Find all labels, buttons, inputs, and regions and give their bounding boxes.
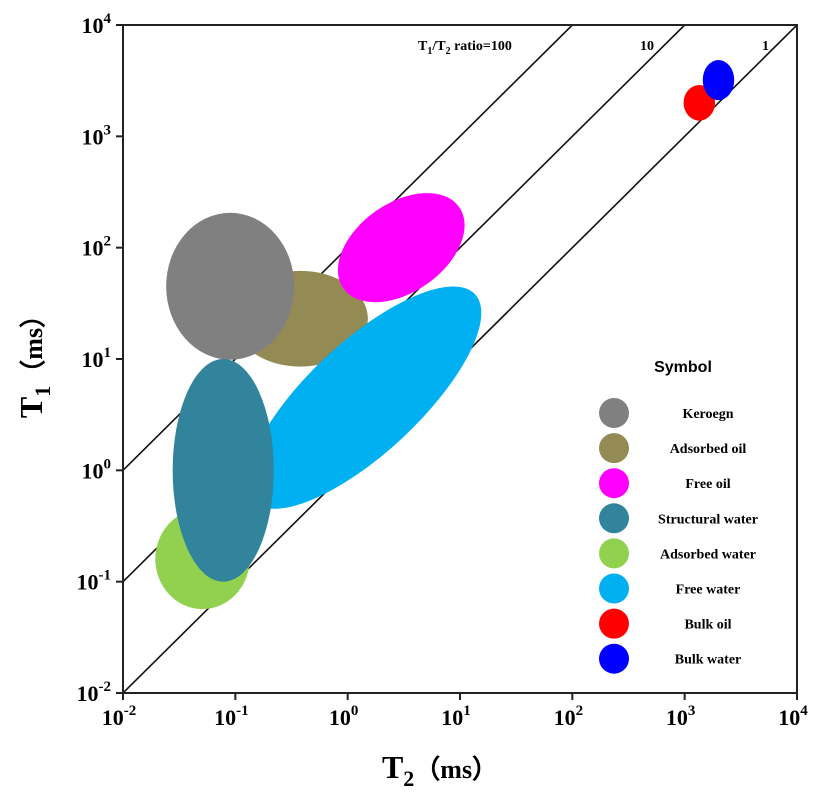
x-tick-label: 10-2	[102, 703, 137, 730]
x-tick-label: 103	[666, 703, 696, 730]
regions	[155, 60, 735, 610]
legend-label: Structural water	[658, 512, 758, 527]
y-tick-label: 104	[82, 11, 112, 38]
legend-label: Keroegn	[682, 407, 733, 422]
axis-ticks: 10-2 10-1 100 101 102 103 10410-210-1100101102…	[77, 11, 809, 730]
legend: Keroegn Adsorbed oil Free oil Structural wa…	[599, 398, 758, 674]
region-free-oil	[337, 193, 465, 303]
legend-label: Adsorbed water	[660, 547, 756, 562]
x-tick-label: 104	[778, 703, 808, 730]
region-structural-water	[172, 359, 274, 582]
region-free-water	[246, 286, 482, 509]
ratio-label-100: T1/T2 ratio=100	[418, 39, 512, 57]
ratio-label-10: 10	[640, 39, 654, 54]
region-keroegn	[166, 212, 295, 360]
legend-title: Symbol	[654, 359, 712, 376]
y-tick-label: 100	[82, 456, 112, 483]
y-tick-label: 10-2	[77, 679, 112, 706]
legend-label: Free oil	[685, 477, 730, 492]
legend-swatch	[599, 503, 629, 534]
legend-swatch	[599, 468, 629, 499]
legend-swatch	[599, 538, 629, 569]
y-axis-label: T1（ms）	[13, 302, 55, 418]
region-bulk-water	[702, 60, 735, 101]
legend-label: Bulk oil	[684, 618, 731, 633]
x-tick-label: 10-1	[214, 703, 249, 730]
legend-swatch	[599, 573, 629, 604]
x-tick-label: 101	[441, 703, 471, 730]
legend-label: Free water	[676, 583, 741, 598]
legend-label: Bulk water	[675, 653, 742, 668]
legend-label: Adsorbed oil	[670, 442, 747, 457]
legend-swatch	[599, 398, 629, 428]
y-tick-label: 102	[82, 234, 112, 261]
y-tick-label: 103	[82, 122, 112, 149]
legend-swatch	[599, 643, 629, 674]
x-tick-label: 102	[554, 703, 584, 730]
y-tick-label: 101	[82, 345, 112, 372]
legend-swatch	[599, 608, 629, 639]
x-tick-label: 100	[329, 703, 359, 730]
x-axis-label: T2（ms）	[382, 749, 498, 791]
ratio-label-1: 1	[762, 39, 769, 54]
y-tick-label: 10-1	[77, 568, 112, 595]
legend-swatch	[599, 433, 629, 464]
